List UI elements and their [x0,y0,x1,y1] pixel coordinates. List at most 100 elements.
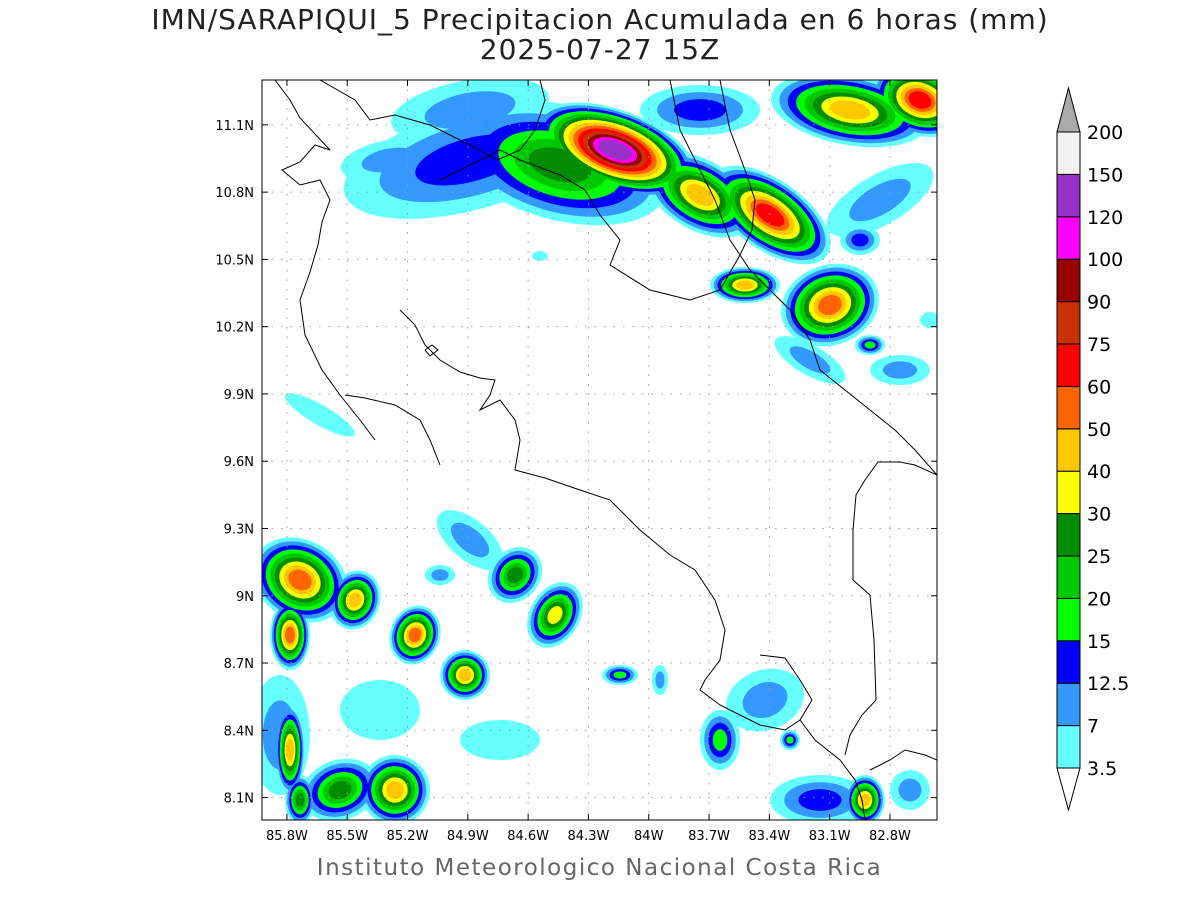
precip-contour-level-1 [882,361,918,379]
colorbar-label: 200 [1087,122,1123,144]
lat-tick-label: 8.7N [224,657,254,672]
precip-contour-level-7 [736,280,754,290]
colorbar-swatch [1056,470,1081,515]
coastline [344,394,441,466]
colorbar-swatch [1056,597,1081,642]
coastline [399,309,801,731]
precip-contour-level-8 [818,294,842,316]
precip-contour-level-0 [920,312,937,328]
lon-tick-label: 83.1W [809,829,851,844]
precip-contour-level-0 [285,393,355,437]
precip-contour-level-3 [613,671,627,679]
precipitation-field [262,80,937,820]
lat-tick-label: 11.1N [215,119,254,134]
precip-contour-level-5 [507,566,523,584]
colorbar-swatch [1056,725,1081,769]
colorbar: 3.5 7 12.5 15 20 25 30 40 50 60 75 90 100 120 150 200 [1056,86,1129,812]
colorbar-label: 150 [1087,164,1123,186]
precip-contour-level-13 [597,139,633,161]
colorbar-swatch [1056,258,1081,303]
lat-tick-label: 10.5N [215,253,254,268]
precip-contour-level-7 [685,184,715,206]
precip-contour-level-3 [864,341,876,349]
lon-tick-label: 85.2W [387,829,429,844]
lon-tick-label: 84W [634,829,664,844]
colorbar-swatch [1056,385,1081,430]
lat-tick-label: 9.9N [224,388,254,403]
colorbar-label: 120 [1087,207,1123,229]
precip-contour-level-2 [674,99,726,121]
lat-tick-label: 8.4N [224,724,254,739]
colorbar-label: 25 [1087,546,1111,568]
precip-contour-level-1 [742,681,788,719]
precip-contour-level-3 [712,729,728,751]
colorbar-swatch [1056,131,1081,175]
lon-tick-label: 82.8W [869,829,911,844]
colorbar-swatch [1056,173,1081,218]
colorbar-label: 40 [1087,461,1111,483]
map-valid-time: 2025-07-27 15Z [479,33,721,66]
precip-contour-level-3 [786,736,794,744]
precip-contour-level-8 [285,626,295,644]
coastline [439,80,756,301]
colorbar-swatch [1056,682,1081,727]
map-title: IMN/SARAPIQUI_5 Precipitacion Acumulada … [151,3,1049,36]
footer-credit: Instituto Meteorologico Nacional Costa R… [316,855,883,881]
coastline [759,654,866,820]
coastline [274,80,376,441]
precip-contour-level-2 [798,789,842,811]
colorbar-label: 100 [1087,249,1123,271]
precip-contour-level-9 [755,203,785,227]
precip-contour-level-2 [851,233,869,247]
axis-ticks: 85.8W 85.5W 85.2W 84.9W 84.6W 84.3W 84W 83.7W 83… [215,80,937,844]
coastline [869,749,937,771]
precip-contour-level-6 [547,606,563,624]
colorbar-swatch [1056,640,1081,684]
precip-contour-level-8 [408,627,422,643]
precip-contour-level-8 [288,569,312,591]
precip-contour-level-9 [908,91,932,109]
lon-tick-label: 85.5W [326,829,368,844]
precip-contour-level-1 [450,522,490,558]
coastline [669,80,937,476]
precip-contour-level-1 [898,778,922,802]
precip-contour-level-5 [328,780,352,800]
lon-tick-label: 85.8W [266,829,308,844]
colorbar-swatch [1056,216,1081,260]
colorbar-label: 90 [1087,292,1111,314]
colorbar-label: 75 [1087,334,1111,356]
precip-contour-level-1 [361,147,419,173]
colorbar-swatch [1056,555,1081,599]
precip-contour-level-7 [859,793,871,807]
precip-contour-level-0 [532,251,548,261]
precip-contour-level-7 [286,738,294,762]
colorbar-label: 12.5 [1087,673,1129,695]
lat-tick-label: 10.8N [215,186,254,201]
colorbar-label: 15 [1087,631,1111,653]
colorbar-label: 50 [1087,419,1111,441]
lat-tick-label: 9.6N [224,455,254,470]
precip-contour-level-1 [849,178,911,222]
colorbar-label: 3.5 [1087,758,1117,780]
lon-tick-label: 83.4W [748,829,790,844]
coastlines-borders [274,80,937,820]
lon-tick-label: 84.3W [568,829,610,844]
precip-contour-level-7 [386,781,404,799]
precip-contour-level-0 [340,680,420,740]
precip-contour-level-5 [295,792,305,808]
lon-tick-label: 84.6W [507,829,549,844]
colorbar-under-triangle [1056,767,1081,812]
colorbar-swatch [1056,301,1081,345]
lat-tick-label: 9.3N [224,522,254,537]
coastline [424,344,439,357]
precip-contour-level-7 [458,668,472,682]
lat-tick-label: 9N [236,590,254,605]
coastline [319,80,546,161]
colorbar-label: 20 [1087,588,1111,610]
colorbar-swatch [1056,428,1081,472]
lon-tick-label: 83.7W [688,829,730,844]
colorbar-label: 30 [1087,504,1111,526]
colorbar-label: 60 [1087,376,1111,398]
precip-contour-level-1 [431,569,449,581]
